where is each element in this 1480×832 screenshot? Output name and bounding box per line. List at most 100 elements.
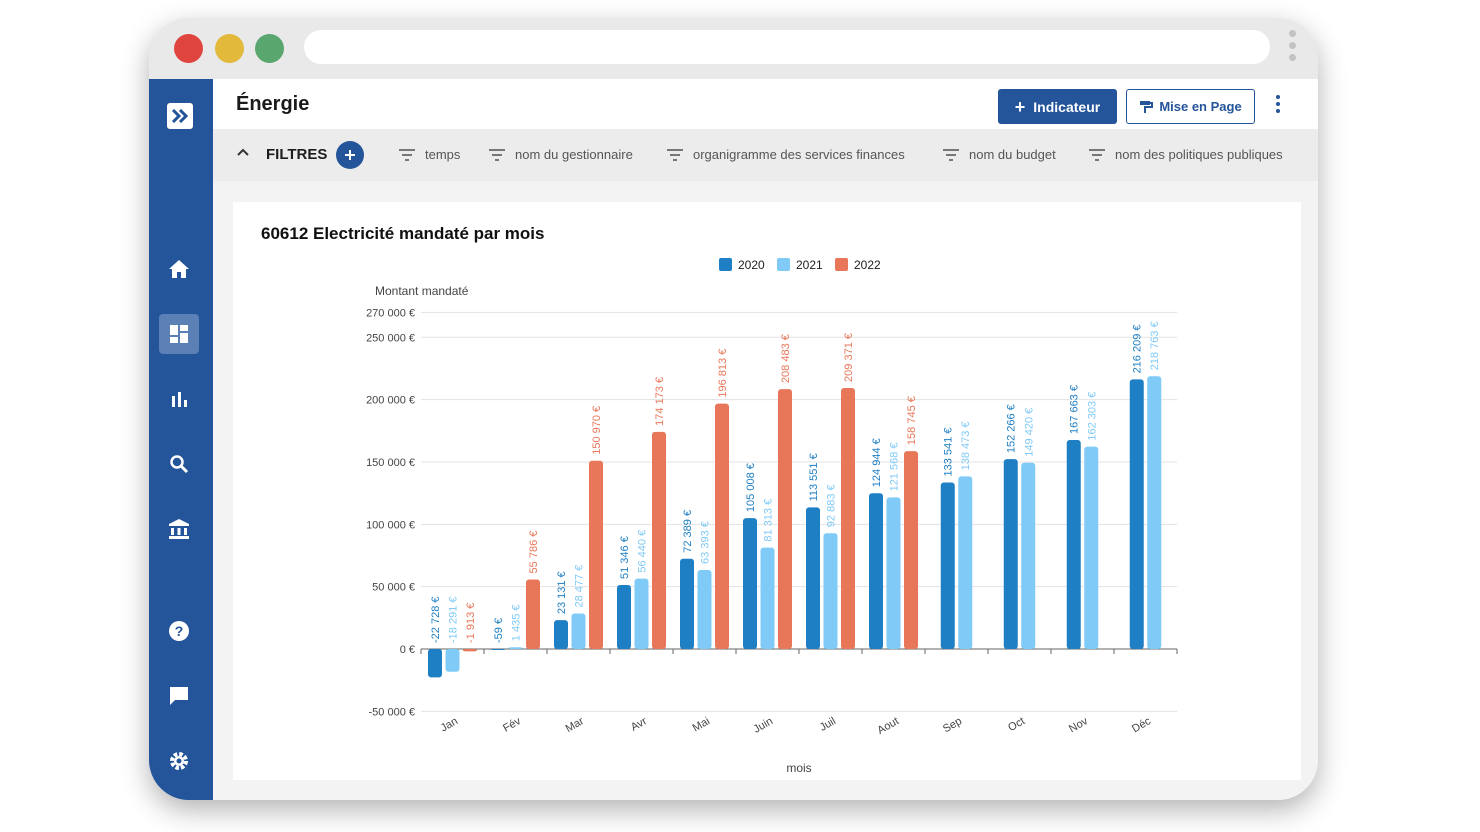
bar <box>715 403 729 649</box>
bar <box>1084 446 1099 649</box>
x-tick-label: Mai <box>691 715 712 734</box>
institution-icon[interactable] <box>159 509 199 549</box>
bar <box>958 476 973 649</box>
search-icon[interactable] <box>159 444 199 484</box>
data-label: 216 209 € <box>1132 324 1144 373</box>
y-tick-label: 0 € <box>400 644 415 656</box>
logo-icon[interactable] <box>167 103 193 129</box>
sidebar: ? <box>149 79 213 800</box>
x-tick-label: Déc <box>1130 715 1153 735</box>
home-icon[interactable] <box>159 249 199 289</box>
x-tick-label: Juin <box>752 715 775 735</box>
data-label: -22 728 € <box>430 597 442 643</box>
x-tick-label: Juil <box>818 715 838 734</box>
y-tick-label: 270 000 € <box>366 307 415 319</box>
legend-swatch <box>835 258 848 271</box>
bar <box>571 613 586 649</box>
chart-card: 60612 Electricité mandaté par mois 270 0… <box>233 202 1301 780</box>
page-title: Énergie <box>236 93 310 115</box>
layout-button[interactable]: Mise en Page <box>1126 89 1255 124</box>
data-label: 167 663 € <box>1069 385 1081 434</box>
bar <box>778 389 792 649</box>
x-tick-label: Nov <box>1067 715 1090 735</box>
settings-icon[interactable] <box>159 741 199 781</box>
bar <box>554 620 568 649</box>
x-tick-label: Mar <box>564 715 587 735</box>
maximize-dot[interactable] <box>255 34 284 63</box>
data-label: 1 435 € <box>511 605 523 642</box>
filter-icon <box>943 148 959 161</box>
filter-icon <box>667 148 683 161</box>
data-label: 150 970 € <box>591 406 603 455</box>
paint-roller-icon <box>1140 100 1154 113</box>
filter-bar: FILTRES temps nom du gestionnaire organi… <box>213 129 1318 181</box>
data-label: 152 266 € <box>1006 404 1018 453</box>
filter-icon <box>1089 148 1105 161</box>
bar <box>589 460 603 649</box>
chat-icon[interactable] <box>159 676 199 716</box>
address-bar[interactable] <box>304 30 1270 64</box>
filter-budget[interactable]: nom du budget <box>942 147 1056 162</box>
filter-organigramme[interactable]: organigramme des services finances <box>666 147 905 162</box>
data-label: 162 303 € <box>1086 392 1098 441</box>
close-dot[interactable] <box>174 34 203 63</box>
bar <box>1003 459 1018 649</box>
legend-swatch <box>719 258 732 271</box>
chart-title: 60612 Electricité mandaté par mois <box>261 224 545 243</box>
data-label: 218 763 € <box>1149 321 1161 370</box>
data-label: 92 883 € <box>826 484 838 527</box>
bar <box>904 451 918 649</box>
data-label: 209 371 € <box>843 333 855 382</box>
data-label: 72 389 € <box>682 510 694 553</box>
data-label: 23 131 € <box>556 571 568 614</box>
legend-label: 2021 <box>796 258 823 272</box>
y-tick-label: -50 000 € <box>369 706 415 718</box>
bar <box>652 431 666 649</box>
bar <box>697 569 712 649</box>
filter-label: nom des politiques publiques <box>1115 147 1283 162</box>
add-indicator-button[interactable]: + Indicateur <box>998 89 1117 124</box>
bar-chart-icon[interactable] <box>159 379 199 419</box>
browser-menu-icon[interactable] <box>1286 30 1298 68</box>
data-label: 149 420 € <box>1023 408 1035 457</box>
data-label: -1 913 € <box>465 603 477 643</box>
filter-label: temps <box>425 147 461 162</box>
data-label: -18 291 € <box>448 597 460 643</box>
filter-label: organigramme des services finances <box>693 147 905 162</box>
legend-label: 2022 <box>854 258 881 272</box>
minimize-dot[interactable] <box>215 34 244 63</box>
plus-icon: + <box>1014 96 1026 117</box>
x-tick-label: Oct <box>1006 715 1027 734</box>
bar <box>526 579 540 649</box>
help-icon[interactable]: ? <box>159 611 199 651</box>
bar <box>491 649 505 650</box>
x-axis-title: mois <box>786 761 811 775</box>
legend-swatch <box>777 258 790 271</box>
plus-icon <box>345 150 355 160</box>
bar <box>428 649 442 678</box>
data-label: 138 473 € <box>960 421 972 470</box>
bar <box>1147 376 1162 649</box>
data-label: 63 393 € <box>700 521 712 564</box>
data-label: 51 346 € <box>619 536 631 579</box>
data-label: 196 813 € <box>717 349 729 398</box>
bar <box>634 578 649 649</box>
filter-politiques[interactable]: nom des politiques publiques <box>1088 147 1283 162</box>
bar <box>806 507 820 649</box>
filter-icon <box>399 148 415 161</box>
bar <box>508 647 523 649</box>
filter-temps[interactable]: temps <box>398 147 460 162</box>
add-indicator-label: Indicateur <box>1033 98 1101 115</box>
y-tick-label: 150 000 € <box>366 457 415 469</box>
dashboard-icon[interactable] <box>159 314 199 354</box>
bar <box>1066 439 1081 649</box>
bar <box>940 482 955 649</box>
add-filter-button[interactable] <box>336 141 364 169</box>
filters-label: FILTRES <box>266 146 328 163</box>
more-options-icon[interactable] <box>1270 95 1286 119</box>
layout-button-label: Mise en Page <box>1159 99 1242 114</box>
data-label: 174 173 € <box>654 377 666 426</box>
filter-gestionnaire[interactable]: nom du gestionnaire <box>488 147 633 162</box>
x-tick-label: Avr <box>629 715 649 734</box>
chevron-up-icon[interactable] <box>237 147 249 157</box>
